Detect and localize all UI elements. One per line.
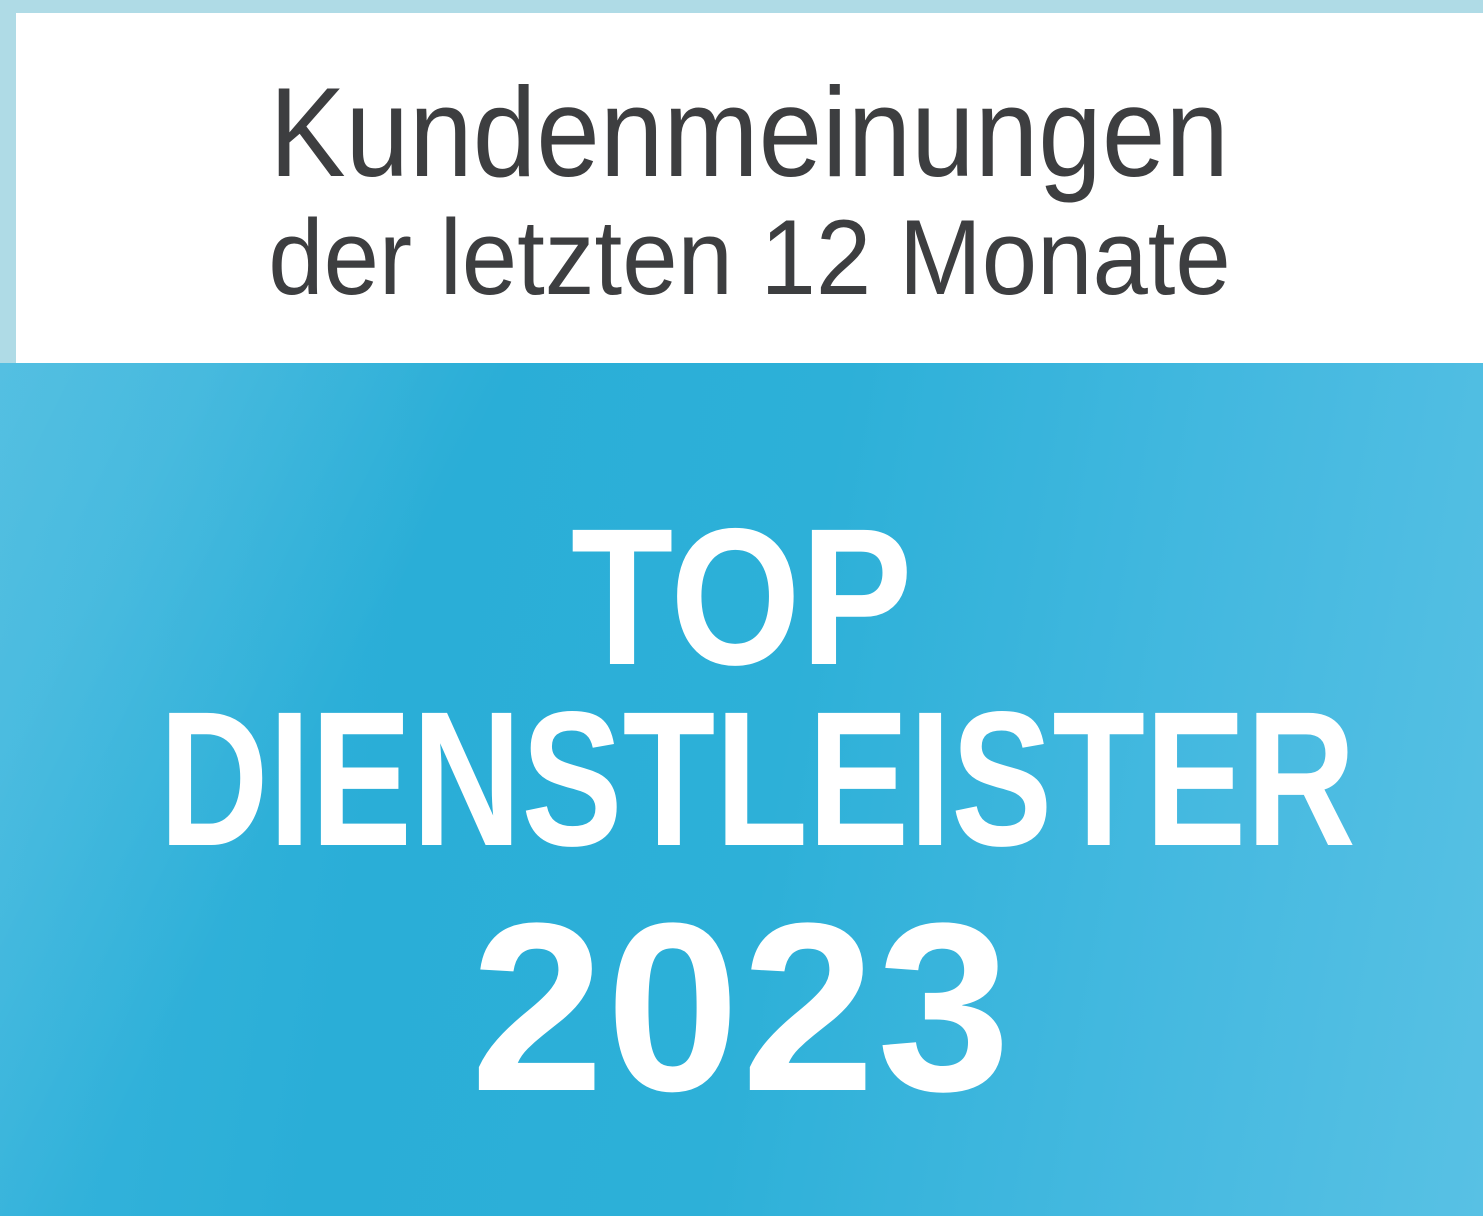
badge-frame: Kundenmeinungen der letzten 12 Monate (0, 0, 1483, 363)
header-title-text: Kundenmeinungen (269, 61, 1230, 203)
header-subtitle: der letzten 12 Monate (16, 204, 1483, 311)
header-title: Kundenmeinungen (16, 69, 1483, 196)
seal-panel: TOP DIENSTLEISTER 2023 (0, 363, 1483, 1216)
seal-word-top: TOP (0, 500, 1483, 695)
seal-word-dienstleister: DIENSTLEISTER (0, 683, 1483, 875)
header-panel: Kundenmeinungen der letzten 12 Monate (16, 13, 1483, 363)
header-subtitle-text: der letzten 12 Monate (268, 197, 1231, 317)
seal-word-dienstleister-text: DIENSTLEISTER (159, 671, 1356, 886)
seal-word-top-text: TOP (570, 488, 913, 706)
seal-year: 2023 (0, 887, 1483, 1127)
seal-year-text: 2023 (470, 873, 1013, 1141)
